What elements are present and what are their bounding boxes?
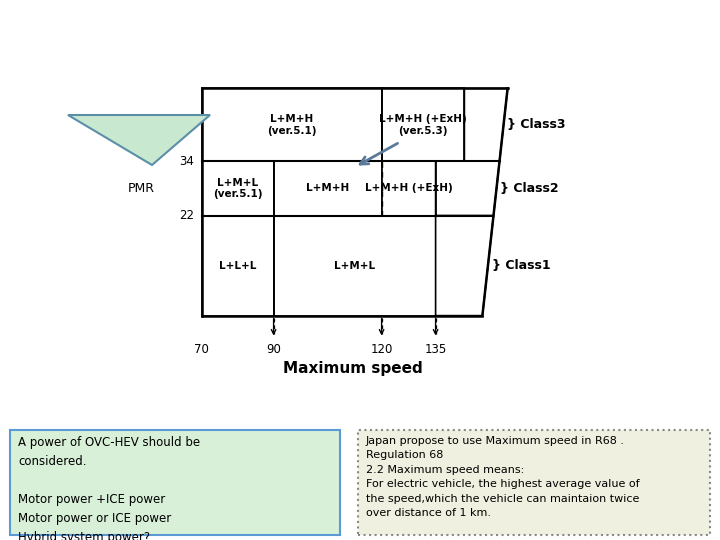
Bar xyxy=(382,161,436,215)
Text: Vehicle classification for OVC-HEV: Vehicle classification for OVC-HEV xyxy=(133,19,587,43)
Bar xyxy=(202,215,274,315)
Text: 22: 22 xyxy=(179,209,194,222)
Bar xyxy=(202,89,382,161)
Polygon shape xyxy=(68,115,210,165)
Polygon shape xyxy=(464,89,508,161)
FancyBboxPatch shape xyxy=(358,430,710,535)
Text: 90: 90 xyxy=(266,343,281,356)
Text: L+M+H: L+M+H xyxy=(306,184,349,193)
Text: Japan propose to use Maximum speed in R68 .
Regulation 68
2.2 Maximum speed mean: Japan propose to use Maximum speed in R6… xyxy=(366,436,639,518)
Text: 70: 70 xyxy=(194,343,209,356)
Text: L+M+H
(ver.5.1): L+M+H (ver.5.1) xyxy=(267,114,316,136)
Polygon shape xyxy=(436,161,500,215)
Text: 120: 120 xyxy=(370,343,393,356)
Text: 135: 135 xyxy=(425,343,446,356)
Text: L+M+H (+ExH)
(ver.5.3): L+M+H (+ExH) (ver.5.3) xyxy=(379,114,467,136)
Text: Maximum speed: Maximum speed xyxy=(283,361,423,376)
Text: PMR: PMR xyxy=(128,182,155,195)
Bar xyxy=(274,215,436,315)
Bar xyxy=(382,89,464,161)
Polygon shape xyxy=(436,215,493,315)
Text: L+M+L: L+M+L xyxy=(334,261,375,271)
Text: } Class3: } Class3 xyxy=(507,118,566,131)
Text: L+L+L: L+L+L xyxy=(219,261,256,271)
Bar xyxy=(202,161,274,215)
Text: L+M+L
(ver.5.1): L+M+L (ver.5.1) xyxy=(213,178,262,199)
Bar xyxy=(274,161,382,215)
Text: 34: 34 xyxy=(179,154,194,167)
Text: L+M+H (+ExH): L+M+H (+ExH) xyxy=(365,184,452,193)
Text: } Class2: } Class2 xyxy=(500,182,559,195)
Text: } Class1: } Class1 xyxy=(492,259,550,272)
FancyBboxPatch shape xyxy=(10,430,340,535)
Text: A power of OVC-HEV should be
considered.

Motor power +ICE power
Motor power or : A power of OVC-HEV should be considered.… xyxy=(18,436,200,540)
